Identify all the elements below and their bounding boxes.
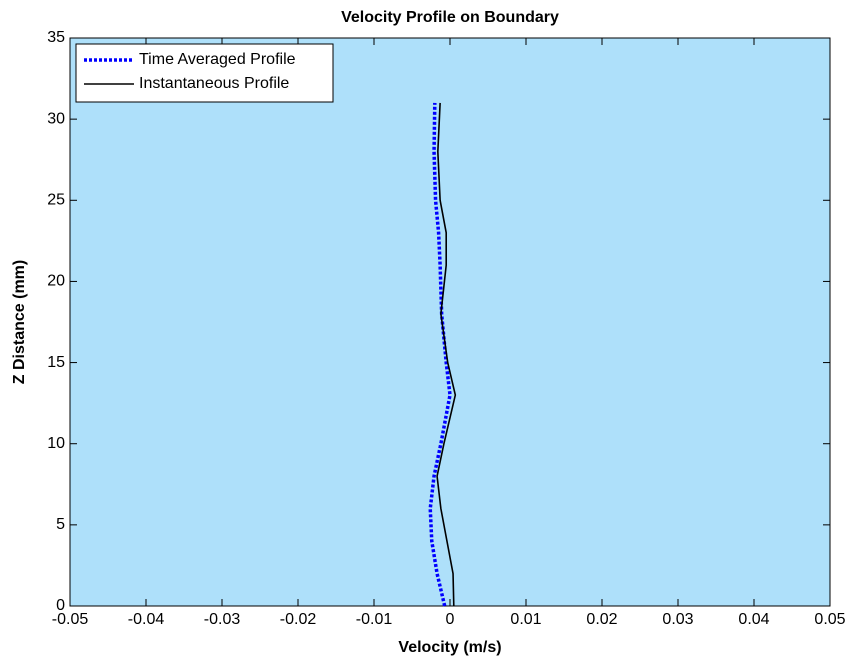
- y-tick-label: 5: [56, 516, 65, 533]
- x-tick-label: 0.02: [586, 611, 617, 628]
- y-tick-label: 15: [47, 354, 65, 371]
- y-tick-label: 35: [47, 29, 65, 46]
- profile-line: [428, 102, 452, 607]
- x-tick-label: 0: [446, 611, 455, 628]
- axes-box: [69, 37, 831, 607]
- x-tick-label: -0.02: [280, 611, 317, 628]
- y-tick-label: 0: [56, 597, 65, 614]
- y-tick-label: 25: [47, 192, 65, 209]
- x-tick-label: -0.03: [204, 611, 241, 628]
- y-tick-label: 30: [47, 110, 65, 127]
- x-tick-label: 0.04: [738, 611, 769, 628]
- legend-label: Time Averaged Profile: [139, 51, 296, 68]
- x-tick-label: 0.01: [510, 611, 541, 628]
- x-tick-label: 0.05: [814, 611, 845, 628]
- chart-title: Velocity Profile on Boundary: [341, 9, 559, 26]
- x-tick-label: -0.05: [52, 611, 89, 628]
- y-axis-label: Z Distance (mm): [11, 260, 28, 384]
- x-tick-label: -0.04: [128, 611, 165, 628]
- x-tick-label: 0.03: [662, 611, 693, 628]
- legend-box: [75, 43, 334, 103]
- plot-area: [70, 38, 830, 606]
- y-tick-label: 20: [47, 273, 65, 290]
- x-tick-label: -0.01: [356, 611, 393, 628]
- profile-line: [436, 102, 457, 607]
- x-axis-label: Velocity (m/s): [398, 639, 501, 656]
- y-tick-label: 10: [47, 435, 65, 452]
- legend-label: Instantaneous Profile: [139, 75, 289, 92]
